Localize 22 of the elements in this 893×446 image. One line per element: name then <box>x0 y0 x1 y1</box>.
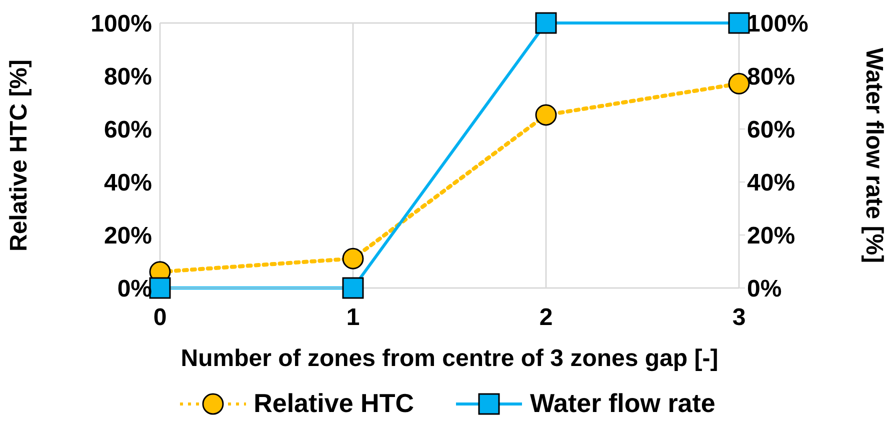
y2-tick-label: 0% <box>747 276 782 303</box>
y-tick-label: 40% <box>104 170 152 197</box>
y-axis-title: Relative HTC [%] <box>6 59 33 252</box>
x-tick-label: 1 <box>346 304 360 332</box>
x-tick-label: 2 <box>539 304 553 332</box>
y2-tick-label: 40% <box>747 170 796 197</box>
x-tick-label: 0 <box>153 304 167 332</box>
y-tick-label: 20% <box>104 222 152 250</box>
legend-label: Water flow rate <box>530 388 716 419</box>
y2-tick-label: 100% <box>747 10 808 38</box>
y-tick-label: 60% <box>104 116 152 144</box>
point <box>535 104 557 126</box>
x-tick-label: 3 <box>732 304 746 332</box>
y2-tick-label: 60% <box>747 116 796 144</box>
y-tick-label: 100% <box>90 10 152 38</box>
y2-tick-label: 80% <box>747 64 796 91</box>
y2-tick-label: 20% <box>747 222 796 250</box>
y2-axis-title: Water flow rate [%] <box>860 48 888 264</box>
x-axis-title: Number of zones from centre of 3 zones gap [-] <box>180 345 718 372</box>
y-tick-label: 80% <box>104 64 152 91</box>
point <box>342 248 364 270</box>
legend-label: Relative HTC <box>254 388 414 419</box>
